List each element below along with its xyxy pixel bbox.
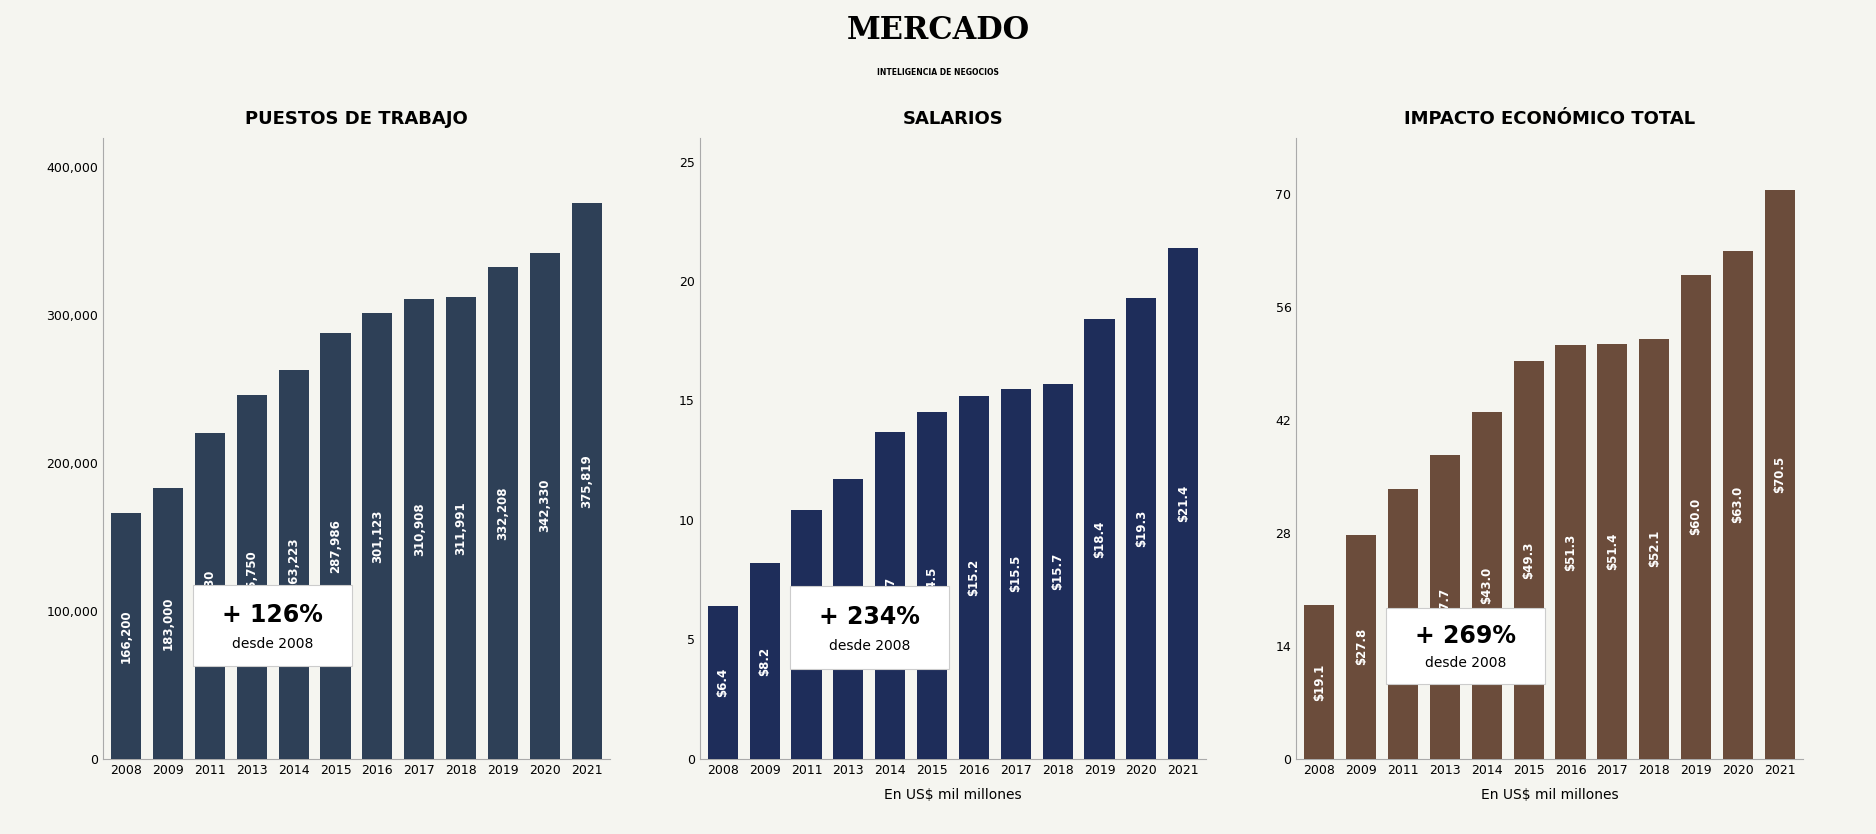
Text: 311,991: 311,991	[454, 501, 467, 555]
Text: + 126%: + 126%	[221, 603, 323, 627]
Bar	[1388, 490, 1418, 759]
Bar	[321, 333, 351, 759]
Text: $13.7: $13.7	[884, 576, 897, 614]
Text: $63.0: $63.0	[1732, 486, 1745, 524]
Text: $51.3: $51.3	[1565, 533, 1578, 570]
FancyBboxPatch shape	[1386, 608, 1546, 685]
Bar	[1000, 389, 1032, 759]
Text: $6.4: $6.4	[717, 668, 730, 697]
Text: 310,908: 310,908	[413, 502, 426, 555]
Text: 183,000: 183,000	[161, 597, 174, 651]
Text: 287,986: 287,986	[328, 519, 341, 573]
Bar	[1722, 250, 1752, 759]
Bar	[154, 488, 184, 759]
Text: $51.4: $51.4	[1606, 533, 1619, 570]
Text: $27.8: $27.8	[1354, 628, 1368, 666]
Text: + 234%: + 234%	[818, 605, 919, 629]
Text: $18.4: $18.4	[1094, 520, 1107, 558]
Text: 301,123: 301,123	[371, 510, 385, 563]
Bar	[1169, 248, 1199, 759]
Bar	[1084, 319, 1114, 759]
Bar	[750, 563, 780, 759]
Bar	[572, 203, 602, 759]
Bar	[1347, 535, 1377, 759]
Text: $43.0: $43.0	[1480, 567, 1493, 604]
Text: $15.2: $15.2	[968, 559, 981, 596]
Text: $37.7: $37.7	[1439, 588, 1452, 626]
X-axis label: En US$ mil millones: En US$ mil millones	[884, 788, 1022, 802]
Text: desde 2008: desde 2008	[233, 636, 313, 651]
Text: 342,330: 342,330	[538, 479, 552, 532]
Bar	[1596, 344, 1628, 759]
Text: $11.7: $11.7	[842, 600, 855, 638]
Text: 332,208: 332,208	[497, 486, 510, 540]
Bar	[1430, 455, 1460, 759]
Text: $19.3: $19.3	[1135, 510, 1148, 547]
Text: INTELIGENCIA DE NEGOCIOS: INTELIGENCIA DE NEGOCIOS	[878, 68, 998, 77]
Bar	[792, 510, 822, 759]
Bar	[959, 395, 989, 759]
Text: $15.7: $15.7	[1051, 553, 1064, 590]
Text: $19.1: $19.1	[1313, 663, 1326, 701]
Bar	[278, 369, 310, 759]
Text: 375,819: 375,819	[580, 454, 593, 508]
Text: desde 2008: desde 2008	[829, 639, 910, 653]
Bar	[1640, 339, 1670, 759]
Text: $10.4: $10.4	[799, 616, 812, 653]
Text: $8.2: $8.2	[758, 646, 771, 676]
Title: PUESTOS DE TRABAJO: PUESTOS DE TRABAJO	[246, 110, 467, 128]
Title: IMPACTO ECONÓMICO TOTAL: IMPACTO ECONÓMICO TOTAL	[1403, 110, 1696, 128]
Text: 220,130: 220,130	[203, 570, 216, 623]
Bar	[1765, 190, 1795, 759]
X-axis label: En US$ mil millones: En US$ mil millones	[1480, 788, 1619, 802]
Text: $33.4: $33.4	[1396, 605, 1409, 643]
Text: $60.0: $60.0	[1690, 498, 1703, 535]
Bar	[362, 314, 392, 759]
Bar	[1681, 274, 1711, 759]
Bar	[1043, 384, 1073, 759]
Bar	[1514, 361, 1544, 759]
Bar	[403, 299, 435, 759]
Bar	[529, 253, 559, 759]
Bar	[236, 395, 266, 759]
Bar	[917, 413, 947, 759]
Text: 166,200: 166,200	[120, 609, 133, 663]
Text: $21.4: $21.4	[1176, 485, 1189, 522]
Bar	[446, 298, 477, 759]
Text: MERCADO: MERCADO	[846, 14, 1030, 46]
Bar	[874, 431, 906, 759]
Title: SALARIOS: SALARIOS	[902, 110, 1004, 128]
Bar	[1304, 605, 1334, 759]
Bar	[833, 480, 863, 759]
Bar	[488, 268, 518, 759]
Text: 245,750: 245,750	[246, 550, 259, 604]
Bar	[707, 606, 737, 759]
Bar	[1555, 345, 1585, 759]
Text: desde 2008: desde 2008	[1426, 656, 1506, 670]
Bar	[1471, 412, 1503, 759]
FancyBboxPatch shape	[790, 585, 949, 670]
Text: $70.5: $70.5	[1773, 456, 1786, 493]
FancyBboxPatch shape	[193, 585, 353, 666]
Text: $14.5: $14.5	[925, 567, 938, 605]
Text: $15.5: $15.5	[1009, 555, 1022, 592]
Text: 263,223: 263,223	[287, 537, 300, 591]
Bar	[195, 434, 225, 759]
Text: + 269%: + 269%	[1415, 624, 1516, 648]
Bar	[111, 513, 141, 759]
Bar	[1126, 298, 1156, 759]
Text: $52.1: $52.1	[1647, 530, 1660, 567]
Text: $49.3: $49.3	[1521, 541, 1535, 579]
